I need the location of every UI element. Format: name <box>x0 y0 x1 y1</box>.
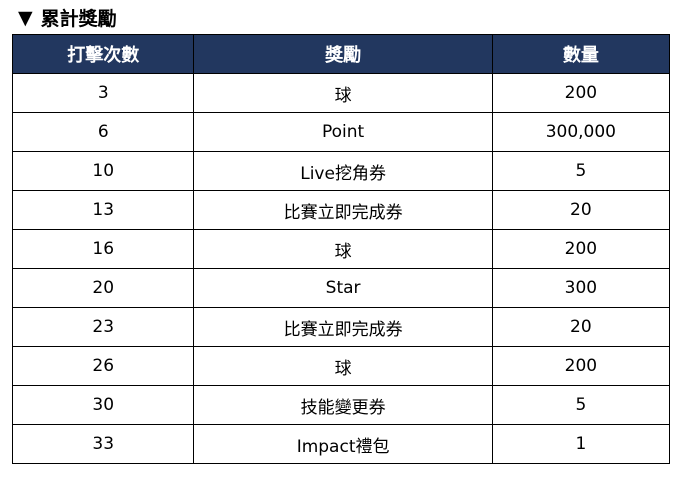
table-row: 10 Live挖角券 5 <box>11 151 671 191</box>
quantity-cell: 300,000 <box>491 112 671 152</box>
reward-cell: 球 <box>193 346 493 386</box>
column-header: 數量 <box>491 34 671 74</box>
reward-cell: 技能變更券 <box>193 385 493 425</box>
hit-count-cell: 13 <box>11 190 195 230</box>
hit-count-cell: 20 <box>11 268 195 308</box>
quantity-cell: 20 <box>491 190 671 230</box>
table-row: 26 球 200 <box>11 346 671 386</box>
rewards-table: 打擊次數 獎勵 數量 3 球 200 6 Point 300,000 10 Live挖角券 5 1… <box>11 34 671 464</box>
quantity-cell: 300 <box>491 268 671 308</box>
quantity-cell: 200 <box>491 73 671 113</box>
hit-count-cell: 10 <box>11 151 195 191</box>
quantity-cell: 5 <box>491 151 671 191</box>
table-row: 6 Point 300,000 <box>11 112 671 152</box>
hit-count-cell: 33 <box>11 424 195 464</box>
hit-count-cell: 16 <box>11 229 195 269</box>
table-row: 20 Star 300 <box>11 268 671 308</box>
reward-cell: 球 <box>193 73 493 113</box>
quantity-cell: 5 <box>491 385 671 425</box>
hit-count-cell: 23 <box>11 307 195 347</box>
reward-cell: Impact禮包 <box>193 424 493 464</box>
section-title: ▼ 累計獎勵 <box>18 4 117 31</box>
quantity-cell: 20 <box>491 307 671 347</box>
hit-count-cell: 30 <box>11 385 195 425</box>
reward-cell: 比賽立即完成券 <box>193 190 493 230</box>
reward-cell: Live挖角券 <box>193 151 493 191</box>
table-row: 30 技能變更券 5 <box>11 385 671 425</box>
hit-count-cell: 6 <box>11 112 195 152</box>
table-row: 16 球 200 <box>11 229 671 269</box>
column-header: 打擊次數 <box>11 34 195 74</box>
hit-count-cell: 3 <box>11 73 195 113</box>
reward-cell: 比賽立即完成券 <box>193 307 493 347</box>
reward-cell: 球 <box>193 229 493 269</box>
section-title-text: 累計獎勵 <box>40 8 117 30</box>
reward-cell: Star <box>193 268 493 308</box>
quantity-cell: 1 <box>491 424 671 464</box>
table-row: 33 Impact禮包 1 <box>11 424 671 464</box>
reward-cell: Point <box>193 112 493 152</box>
table-row: 23 比賽立即完成券 20 <box>11 307 671 347</box>
column-header: 獎勵 <box>193 34 493 74</box>
hit-count-cell: 26 <box>11 346 195 386</box>
quantity-cell: 200 <box>491 229 671 269</box>
table-row: 13 比賽立即完成券 20 <box>11 190 671 230</box>
triangle-down-icon: ▼ <box>18 6 33 29</box>
table-row: 3 球 200 <box>11 73 671 113</box>
quantity-cell: 200 <box>491 346 671 386</box>
table-header-row: 打擊次數 獎勵 數量 <box>11 34 671 74</box>
